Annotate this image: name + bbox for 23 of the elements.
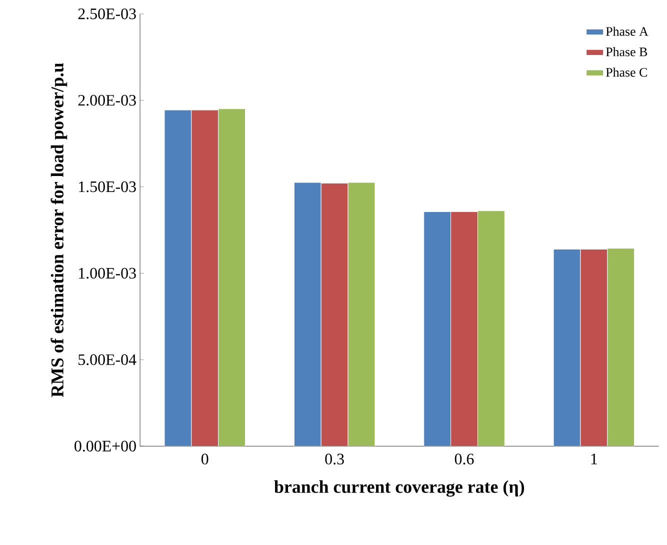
bar [164, 110, 192, 446]
bar [580, 248, 608, 446]
legend-label: Phase B [606, 47, 648, 56]
y-tick-label: 2.50E-03 [78, 8, 136, 20]
y-tick-label: 1.00E-03 [79, 268, 136, 279]
y-tick-label: 1.50E-03 [79, 181, 136, 192]
x-tick-label: 0 [202, 454, 208, 464]
legend-label: Phase A [606, 26, 648, 36]
x-tick-label: 0.6 [454, 454, 474, 464]
x-axis-title: branch current coverage rate (η) [274, 480, 524, 497]
x-tick-label: 0.3 [325, 454, 344, 464]
y-tick-label: 2.00E-03 [78, 94, 136, 106]
y-axis-title: RMS of estimation error for load power/p.u [50, 63, 68, 398]
bar [450, 211, 478, 446]
bar [553, 248, 581, 446]
y-tick-label: 0.00E+00 [74, 440, 136, 452]
x-tick-label: 1 [591, 454, 597, 464]
y-tick-label: 5.00E-04 [78, 354, 136, 366]
bar [294, 182, 322, 446]
bar [424, 211, 452, 446]
legend-label: Phase C [606, 68, 647, 77]
bar [191, 110, 219, 446]
bar [320, 182, 348, 446]
